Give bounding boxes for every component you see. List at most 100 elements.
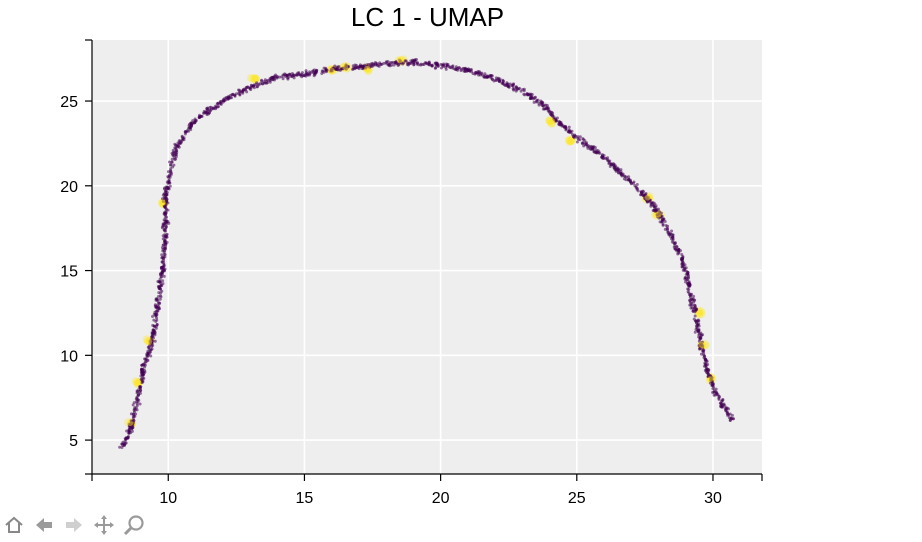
data-point (456, 68, 460, 72)
data-point (331, 66, 335, 70)
data-point (560, 124, 564, 128)
data-point (682, 268, 686, 272)
data-point (551, 114, 555, 118)
data-point (180, 134, 184, 138)
plot-toolbar (0, 508, 148, 542)
data-point (687, 287, 691, 291)
data-point (586, 146, 590, 150)
data-point (166, 181, 170, 185)
data-point (386, 60, 390, 64)
data-point (139, 368, 143, 372)
home-button[interactable] (0, 511, 28, 539)
data-point (644, 197, 648, 201)
x-tick-label: 30 (704, 490, 722, 507)
data-point (163, 186, 167, 190)
data-point (711, 391, 715, 395)
data-point (334, 67, 338, 71)
data-point (153, 325, 157, 329)
data-point (697, 344, 701, 348)
data-point (698, 347, 702, 351)
data-point (415, 61, 419, 65)
data-point (514, 89, 518, 93)
data-point (671, 233, 675, 237)
data-point (256, 82, 260, 86)
data-point (118, 445, 122, 449)
data-point (688, 295, 692, 299)
data-point (554, 118, 558, 122)
data-point (683, 276, 687, 280)
data-point (278, 75, 282, 79)
data-point (167, 221, 171, 225)
data-point (730, 413, 734, 417)
data-point (505, 82, 509, 86)
data-point (268, 79, 272, 83)
data-point (161, 225, 165, 229)
data-point (131, 403, 135, 407)
highlight-point (342, 64, 349, 71)
axes (85, 39, 763, 481)
data-point (155, 305, 159, 309)
grid-lines (92, 40, 762, 474)
data-point (399, 59, 403, 63)
data-point (685, 281, 689, 285)
data-point (141, 373, 145, 377)
data-point (593, 150, 597, 154)
data-point (197, 115, 201, 119)
data-point (710, 382, 714, 386)
data-point (360, 64, 364, 68)
zoom-button[interactable] (120, 511, 148, 539)
data-point (131, 415, 135, 419)
data-point (193, 117, 197, 121)
back-button[interactable] (30, 511, 58, 539)
data-point (664, 224, 668, 228)
highlight-point (545, 116, 555, 125)
data-point (214, 107, 218, 111)
data-point (341, 67, 345, 71)
data-point (568, 130, 572, 134)
data-point (713, 393, 717, 397)
data-point (462, 69, 466, 73)
data-point (162, 228, 166, 232)
data-point (163, 219, 167, 223)
data-point (173, 150, 177, 154)
data-point (703, 368, 707, 372)
data-point (718, 401, 722, 405)
forward-button[interactable] (60, 511, 88, 539)
data-point (161, 243, 165, 247)
data-point (517, 86, 521, 90)
data-point (135, 400, 139, 404)
highlight-point (565, 135, 574, 145)
highlight-point (565, 136, 575, 146)
data-point (668, 235, 672, 239)
highlight-point (131, 377, 141, 386)
data-point (689, 303, 693, 307)
data-point (182, 138, 186, 142)
data-point (439, 62, 443, 66)
data-point (245, 90, 249, 94)
data-point (178, 139, 182, 143)
data-point (285, 74, 289, 78)
data-point (160, 256, 164, 260)
data-point (158, 285, 162, 289)
highlight-point (364, 65, 371, 72)
data-point (153, 331, 157, 335)
data-point (665, 226, 669, 230)
data-point (165, 232, 169, 236)
data-point (138, 402, 142, 406)
back-icon (36, 518, 52, 532)
data-point (143, 360, 147, 364)
data-point (537, 101, 541, 105)
data-point (671, 238, 675, 242)
highlight-point (251, 74, 260, 83)
data-point (675, 245, 679, 249)
data-point (161, 279, 165, 283)
data-point (131, 423, 135, 427)
data-point (660, 218, 664, 222)
pan-button[interactable] (90, 511, 118, 539)
data-point (467, 69, 471, 73)
data-point (388, 61, 392, 65)
data-point (687, 276, 691, 280)
data-point (508, 82, 512, 86)
data-point (300, 71, 304, 75)
data-point (125, 429, 129, 433)
